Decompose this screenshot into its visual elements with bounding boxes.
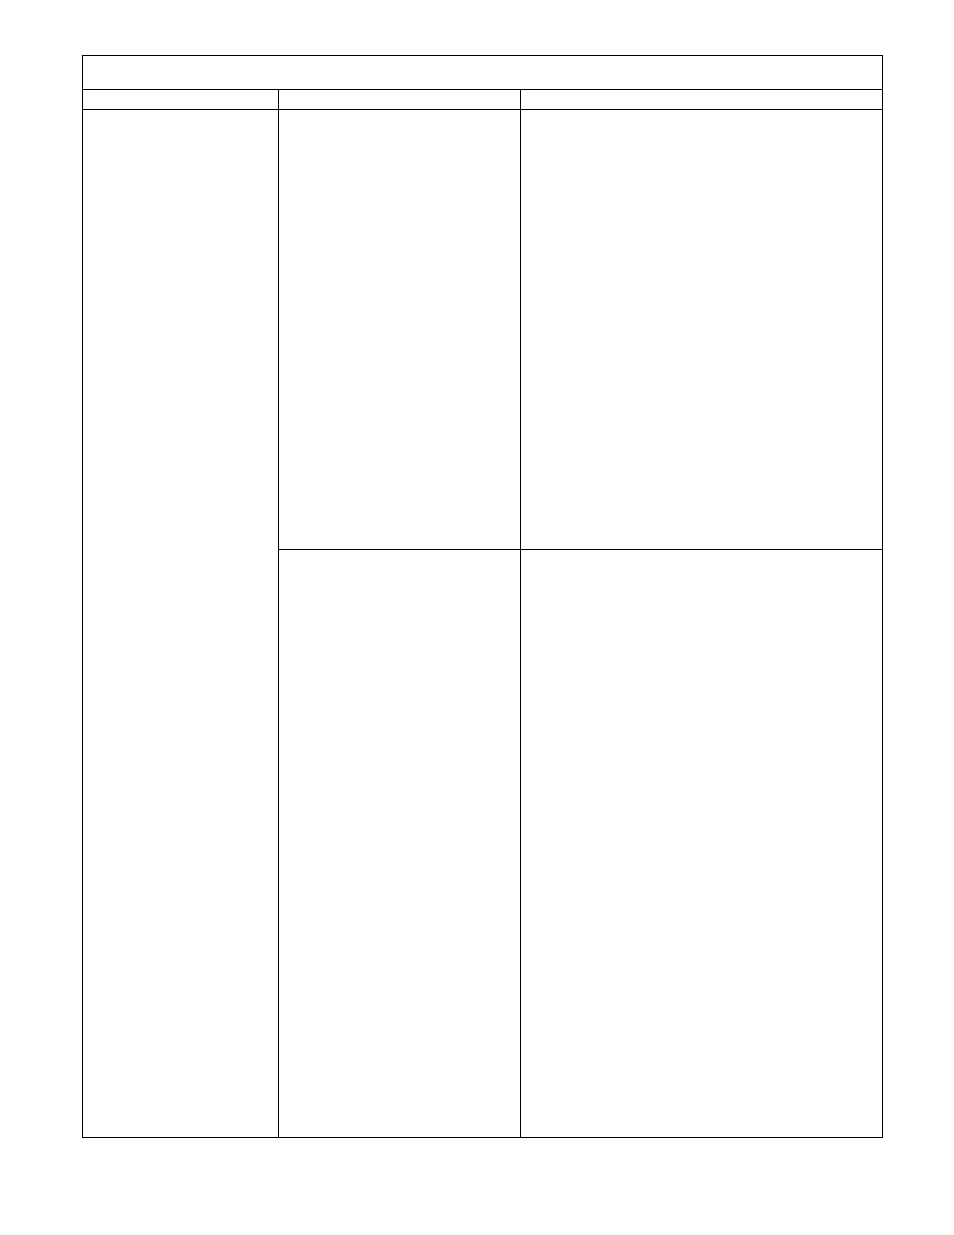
- table-title-row: [83, 56, 883, 90]
- row-b-section-3: [529, 868, 874, 882]
- main-table: [82, 55, 883, 1138]
- table-header-1: [83, 90, 279, 110]
- row-a-col2: [279, 110, 521, 550]
- table-header-2: [279, 90, 521, 110]
- table-row: [83, 110, 883, 550]
- row-b-col2: [279, 550, 521, 1138]
- row-b-section-0: [529, 556, 874, 570]
- page-container: [82, 55, 882, 1138]
- row-a-col1: [83, 110, 279, 1138]
- row-b-section-2: [529, 799, 874, 813]
- table-header-row: [83, 90, 883, 110]
- table-title-cell: [83, 56, 883, 90]
- row-a-section-1: [529, 270, 874, 284]
- row-a-section-2: [529, 374, 874, 388]
- row-b-section-1: [529, 625, 874, 639]
- row-a-col3: [521, 110, 883, 550]
- table-header-3: [521, 90, 883, 110]
- row-a-section-0: [529, 116, 874, 130]
- row-b-col3: [521, 550, 883, 1138]
